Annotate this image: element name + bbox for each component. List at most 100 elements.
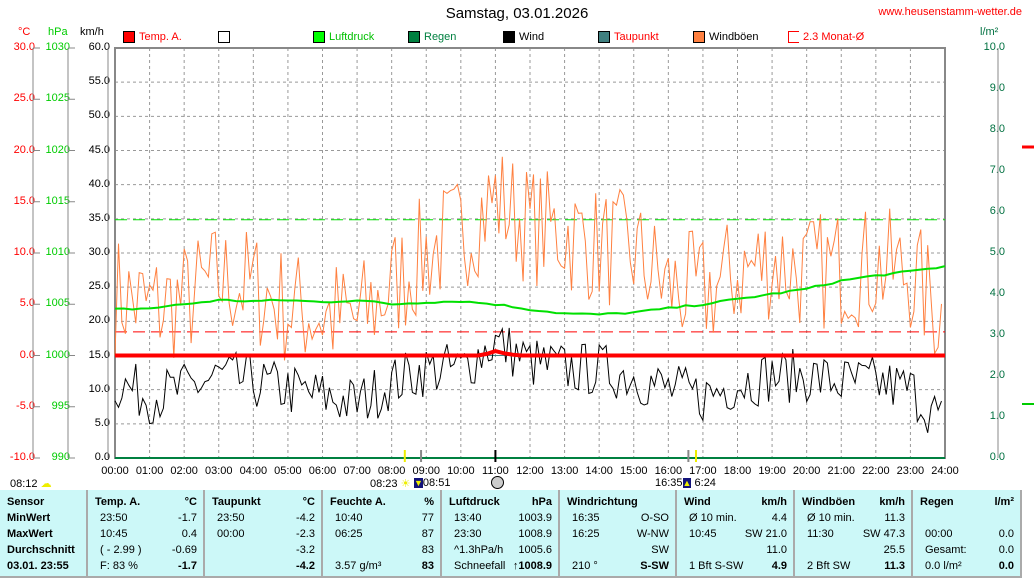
table-cell-value: ↑1008.9 xyxy=(512,560,552,572)
column-header: Wind xyxy=(684,496,711,508)
column-unit: °C xyxy=(302,496,315,508)
table-cell-value: W-NW xyxy=(636,528,669,540)
table-cell: 10:40 xyxy=(335,512,363,524)
time-tick: 12:00 xyxy=(516,465,544,477)
rain-tick: 10.0 xyxy=(983,41,1005,53)
row-label: MinWert xyxy=(7,512,51,524)
statistics-table: Sensor MinWert MaxWert Durchschnitt 03.01. 2… xyxy=(0,490,1022,578)
column-header: Windböen xyxy=(802,496,856,508)
table-cell: 00:00 xyxy=(925,528,953,540)
column-header: Sensor xyxy=(7,496,45,508)
moon-set-icon: ▼ xyxy=(414,478,423,488)
rain-tick: 8.0 xyxy=(989,123,1005,135)
table-cell: Gesamt: xyxy=(925,544,967,556)
table-cell-value: -4.2 xyxy=(296,560,315,572)
table-cell: 2 Bft SW xyxy=(807,560,851,572)
table-cell-value: 11.3 xyxy=(884,512,905,524)
moonset-time: ▼08:51 xyxy=(414,477,451,489)
legend-swatch xyxy=(693,31,705,43)
legend-swatch xyxy=(503,31,515,43)
cloud-icon: ☁ xyxy=(40,478,52,490)
wind-tick: 15.0 xyxy=(88,348,110,361)
row-label: MaxWert xyxy=(7,528,53,540)
table-column: Feuchte A.% 10:40 77 06:25 87 83 3.57 g/m³ 83 xyxy=(323,490,442,576)
wind-tick: 30.0 xyxy=(88,246,110,258)
temp-tick: 20.0 xyxy=(13,143,35,156)
time-tick: 20:00 xyxy=(792,465,821,477)
table-cell: 23:50 xyxy=(100,512,128,524)
rain-tick: 1.0 xyxy=(989,410,1005,422)
time-tick: 22:00 xyxy=(862,465,890,477)
table-cell-value: 11.0 xyxy=(766,544,787,556)
table-cell-value: -4.2 xyxy=(296,512,315,524)
time-tick: 02:00 xyxy=(170,465,198,477)
rain-tick: 4.0 xyxy=(989,287,1005,299)
temp-tick: 0.0 xyxy=(19,348,35,361)
time-tick: 16:00 xyxy=(654,465,683,477)
table-cell-value: 4.4 xyxy=(771,512,787,524)
table-cell-value: 77 xyxy=(421,512,434,524)
table-cell-value: 83 xyxy=(421,560,434,572)
time-tick: 24:00 xyxy=(931,465,959,477)
wind-tick: 40.0 xyxy=(88,177,110,190)
temp-tick: 30.0 xyxy=(13,41,35,53)
page-title: Samstag, 03.01.2026 xyxy=(445,5,589,22)
table-column: Windrichtung 16:35 O-SO 16:25 W-NW SW 210 ° S-S… xyxy=(560,490,677,576)
sunrise-time: 08:23 ☀ xyxy=(370,478,411,490)
legend-item: Regen xyxy=(408,31,456,43)
time-tick: 15:00 xyxy=(619,465,648,477)
table-cell: 16:35 xyxy=(572,512,600,524)
time-tick: 06:00 xyxy=(308,465,337,477)
rain-tick: 9.0 xyxy=(989,82,1005,94)
column-unit: km/h xyxy=(761,496,787,508)
table-cell-value: 1003.9 xyxy=(518,512,552,524)
row-label: Durchschnitt xyxy=(7,544,75,556)
table-cell: Ø 10 min. xyxy=(807,512,855,524)
pressure-series xyxy=(114,265,946,316)
time-tick: 10:00 xyxy=(447,465,475,477)
column-unit: km/h xyxy=(879,496,905,508)
column-unit: hPa xyxy=(531,496,552,508)
legend-item: Wind xyxy=(503,31,544,43)
table-cell-value: SW 47.3 xyxy=(862,528,905,540)
pressure-tick: 1020 xyxy=(45,143,70,156)
table-cell: F: 83 % xyxy=(100,560,138,572)
legend-swatch xyxy=(598,31,610,43)
wind-tick: 25.0 xyxy=(88,280,110,293)
legend-swatch xyxy=(408,31,420,43)
wind-tick: 20.0 xyxy=(88,314,110,327)
table-cell: 3.57 g/m³ xyxy=(335,560,382,572)
pressure-tick: 995 xyxy=(51,399,70,412)
time-tick: 04:00 xyxy=(239,465,268,477)
table-cell: 0.0 l/m² xyxy=(925,560,962,572)
legend-item: Luftdruck xyxy=(313,31,374,43)
time-tick: 17:00 xyxy=(689,465,717,477)
row-label: 03.01. 23:55 xyxy=(7,560,69,572)
time-tick: 09:00 xyxy=(412,465,441,477)
table-column: Sensor MinWert MaxWert Durchschnitt 03.01. 2… xyxy=(0,490,88,576)
website-link[interactable]: www.heusenstamm-wetter.de xyxy=(878,6,1022,18)
pressure-tick: 1025 xyxy=(45,92,70,105)
temp-tick: -5.0 xyxy=(16,399,35,412)
column-unit: l/m² xyxy=(994,496,1014,508)
time-tick: 13:00 xyxy=(550,465,579,477)
wind-tick: 0.0 xyxy=(94,451,110,463)
wind-tick: 60.0 xyxy=(88,41,110,53)
legend-label: Taupunkt xyxy=(614,31,659,43)
table-cell-value: -0.69 xyxy=(171,544,197,556)
legend-label: Temp. A. xyxy=(139,31,182,43)
table-cell-value: S-SW xyxy=(640,560,669,572)
column-header: Windrichtung xyxy=(567,496,638,508)
legend-label: 2.3 Monat-Ø xyxy=(803,31,865,43)
time-tick: 19:00 xyxy=(758,465,786,477)
legend-item: Taupunkt xyxy=(598,31,659,43)
temp-unit: °C xyxy=(18,26,31,38)
table-cell: Ø 10 min. xyxy=(689,512,737,524)
column-header: Feuchte A. xyxy=(330,496,386,508)
table-cell-value: 4.9 xyxy=(771,560,787,572)
time-tick: 03:00 xyxy=(204,465,233,477)
rain-unit: l/m² xyxy=(980,26,999,38)
time-tick: 14:00 xyxy=(585,465,613,477)
table-cell-value: 1008.9 xyxy=(518,528,552,540)
table-cell-value: 0.4 xyxy=(181,528,197,540)
